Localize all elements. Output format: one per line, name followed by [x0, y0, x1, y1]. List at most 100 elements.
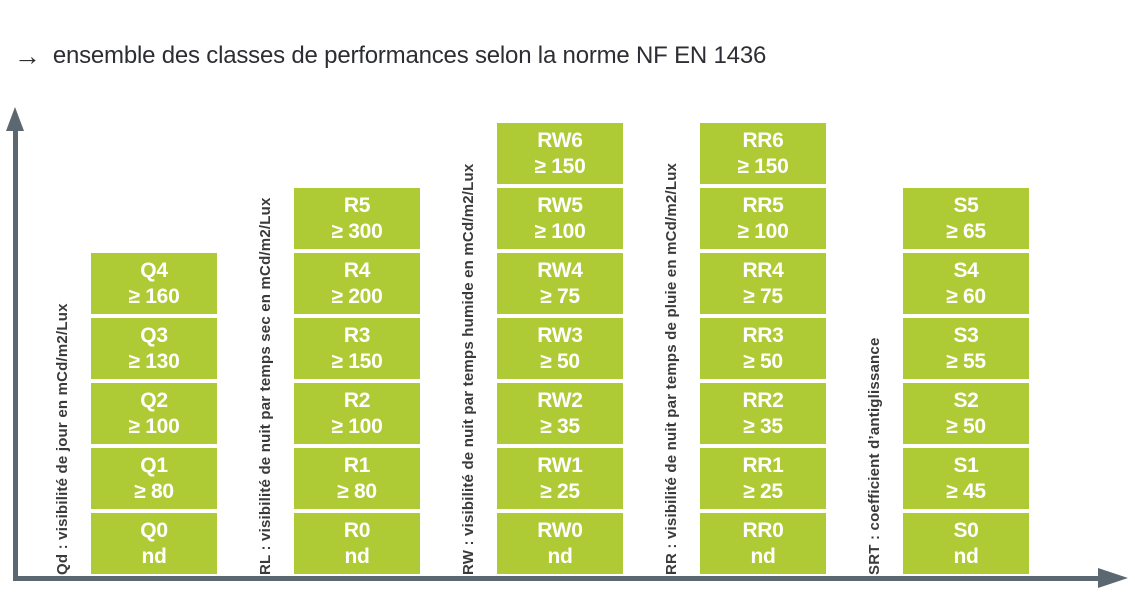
class-threshold: ≥ 80 — [337, 479, 377, 503]
class-name: S2 — [953, 388, 979, 412]
figure-title-text: ensemble des classes de performances sel… — [52, 42, 767, 69]
class-block-rw3: RW3 ≥ 50 — [497, 318, 623, 379]
x-axis — [13, 576, 1098, 581]
class-block-s2: S2 ≥ 50 — [903, 383, 1029, 444]
y-axis — [13, 122, 18, 578]
class-block-s4: S4 ≥ 60 — [903, 253, 1029, 314]
class-block-s0: S0 nd — [903, 513, 1029, 574]
class-name: Q4 — [140, 258, 168, 282]
class-threshold: ≥ 100 — [128, 414, 180, 438]
class-column-rw: RW6 ≥ 150 RW5 ≥ 100 RW4 ≥ 75 RW3 ≥ 50 RW2 ≥ 35 RW1… — [497, 123, 623, 574]
column-axis-label-qd: Qd : visibilité de jour en mCd/m2/Lux — [54, 303, 71, 575]
class-block-rr3: RR3 ≥ 50 — [700, 318, 826, 379]
class-block-r1: R1 ≥ 80 — [294, 448, 420, 509]
class-threshold: ≥ 100 — [534, 219, 586, 243]
class-block-rr5: RR5 ≥ 100 — [700, 188, 826, 249]
class-threshold: ≥ 75 — [743, 284, 783, 308]
class-name: RW0 — [537, 518, 583, 542]
class-name: RR6 — [742, 128, 784, 152]
class-column-rr: RR6 ≥ 150 RR5 ≥ 100 RR4 ≥ 75 RR3 ≥ 50 RR2 ≥ 35 RR1… — [700, 123, 826, 574]
class-threshold: ≥ 130 — [128, 349, 180, 373]
class-block-q3: Q3 ≥ 130 — [91, 318, 217, 379]
class-threshold: ≥ 160 — [128, 284, 180, 308]
y-axis-arrowhead-icon — [6, 107, 24, 131]
class-threshold: ≥ 65 — [946, 219, 986, 243]
class-block-r5: R5 ≥ 300 — [294, 188, 420, 249]
class-name: S3 — [953, 323, 979, 347]
class-threshold: ≥ 35 — [743, 414, 783, 438]
class-block-r4: R4 ≥ 200 — [294, 253, 420, 314]
class-block-rr4: RR4 ≥ 75 — [700, 253, 826, 314]
class-column-rl: R5 ≥ 300 R4 ≥ 200 R3 ≥ 150 R2 ≥ 100 R1 ≥ 80 R0 nd — [294, 188, 420, 574]
class-block-rw6: RW6 ≥ 150 — [497, 123, 623, 184]
class-threshold: nd — [344, 544, 370, 568]
class-name: RW3 — [537, 323, 583, 347]
column-axis-label-srt: SRT : coefficient d’antiglissance — [866, 337, 883, 575]
class-block-rw2: RW2 ≥ 35 — [497, 383, 623, 444]
class-threshold: ≥ 60 — [946, 284, 986, 308]
class-name: RW5 — [537, 193, 583, 217]
class-threshold: nd — [750, 544, 776, 568]
class-name: R0 — [343, 518, 371, 542]
class-name: RR3 — [742, 323, 784, 347]
class-name: S4 — [953, 258, 979, 282]
class-block-r0: R0 nd — [294, 513, 420, 574]
class-name: RW1 — [537, 453, 583, 477]
class-block-r2: R2 ≥ 100 — [294, 383, 420, 444]
class-name: S0 — [953, 518, 979, 542]
class-name: RW6 — [537, 128, 583, 152]
class-name: R3 — [343, 323, 371, 347]
arrow-right-icon: → — [14, 40, 41, 71]
class-threshold: ≥ 35 — [540, 414, 580, 438]
class-block-q2: Q2 ≥ 100 — [91, 383, 217, 444]
x-axis-arrowhead-icon — [1098, 568, 1128, 588]
class-threshold: ≥ 100 — [737, 219, 789, 243]
class-threshold: ≥ 50 — [540, 349, 580, 373]
class-threshold: ≥ 25 — [540, 479, 580, 503]
column-axis-label-rl: RL : visibilité de nuit par temps sec en… — [257, 197, 274, 575]
class-threshold: ≥ 150 — [331, 349, 383, 373]
class-name: RW4 — [537, 258, 583, 282]
figure-title: → ensemble des classes de performances s… — [14, 42, 766, 70]
class-block-rw0: RW0 nd — [497, 513, 623, 574]
class-name: R4 — [343, 258, 371, 282]
class-column-qd: Q4 ≥ 160 Q3 ≥ 130 Q2 ≥ 100 Q1 ≥ 80 Q0 nd — [91, 253, 217, 574]
class-block-rw4: RW4 ≥ 75 — [497, 253, 623, 314]
class-name: S1 — [953, 453, 979, 477]
class-threshold: ≥ 55 — [946, 349, 986, 373]
column-axis-label-rr: RR : visibilité de nuit par temps de plu… — [663, 162, 680, 575]
class-threshold: ≥ 300 — [331, 219, 383, 243]
class-block-s1: S1 ≥ 45 — [903, 448, 1029, 509]
class-block-r3: R3 ≥ 150 — [294, 318, 420, 379]
class-block-rw5: RW5 ≥ 100 — [497, 188, 623, 249]
class-column-srt: S5 ≥ 65 S4 ≥ 60 S3 ≥ 55 S2 ≥ 50 S1 ≥ 45 S0 nd — [903, 188, 1029, 574]
class-name: Q0 — [140, 518, 168, 542]
class-threshold: ≥ 45 — [946, 479, 986, 503]
class-threshold: ≥ 150 — [737, 154, 789, 178]
class-threshold: ≥ 50 — [946, 414, 986, 438]
class-threshold: nd — [547, 544, 573, 568]
class-name: Q2 — [140, 388, 168, 412]
class-block-rw1: RW1 ≥ 25 — [497, 448, 623, 509]
class-block-q4: Q4 ≥ 160 — [91, 253, 217, 314]
column-axis-label-rw: RW : visibilité de nuit par temps humide… — [460, 163, 477, 575]
class-block-s3: S3 ≥ 55 — [903, 318, 1029, 379]
class-threshold: ≥ 150 — [534, 154, 586, 178]
class-name: R5 — [343, 193, 371, 217]
class-name: Q1 — [140, 453, 168, 477]
class-name: RW2 — [537, 388, 583, 412]
class-block-s5: S5 ≥ 65 — [903, 188, 1029, 249]
class-threshold: ≥ 80 — [134, 479, 174, 503]
class-name: Q3 — [140, 323, 168, 347]
class-block-q1: Q1 ≥ 80 — [91, 448, 217, 509]
class-threshold: ≥ 100 — [331, 414, 383, 438]
class-block-rr6: RR6 ≥ 150 — [700, 123, 826, 184]
class-block-q0: Q0 nd — [91, 513, 217, 574]
class-name: RR5 — [742, 193, 784, 217]
class-block-rr1: RR1 ≥ 25 — [700, 448, 826, 509]
class-name: R1 — [343, 453, 371, 477]
class-name: RR0 — [742, 518, 784, 542]
class-threshold: nd — [141, 544, 167, 568]
class-block-rr0: RR0 nd — [700, 513, 826, 574]
